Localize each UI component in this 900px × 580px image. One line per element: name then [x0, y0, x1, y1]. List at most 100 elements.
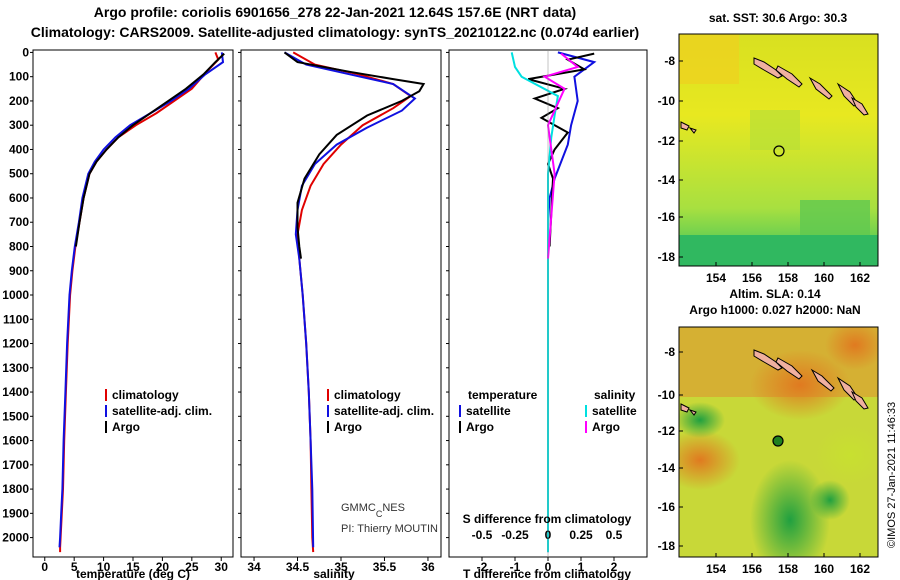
- legend-label-satellite: satellite-adj. clim.: [334, 404, 434, 418]
- difference-series-s-argo: [542, 52, 580, 259]
- map-lat-label: -14: [658, 173, 676, 187]
- island-outline: [680, 403, 697, 416]
- salinity-xtick-label: 34.5: [286, 560, 310, 574]
- map-lon-label: 156: [742, 271, 762, 285]
- map2-title1: Altim. SLA: 0.14: [729, 287, 821, 301]
- map-lon-label: 156: [742, 562, 762, 576]
- map-axes: -8 -10 -12 -14 -16 -18 154 156 158 160 162 -8 -10 -12…: [658, 54, 871, 576]
- legend-label-s-argo: Argo: [592, 420, 620, 434]
- legend-swatch-climatology: [327, 389, 329, 401]
- salinity-xtick-label: 34: [247, 560, 261, 574]
- map-lat-label: -12: [658, 424, 676, 438]
- legend-swatch-satellite: [105, 405, 107, 417]
- depth-tick-label: 300: [9, 118, 29, 132]
- sla-neutral-patch: [815, 425, 878, 485]
- map-lat-label: -8: [664, 345, 675, 359]
- figure-title-line1: Argo profile: coriolis 6901656_278 22-Ja…: [93, 4, 577, 20]
- depth-tick-label: 100: [9, 70, 29, 84]
- legend-label-argo: Argo: [334, 420, 362, 434]
- depth-tick-label: 800: [9, 239, 29, 253]
- difference-xtick2-label: 0.5: [606, 528, 623, 542]
- legend-heading-salinity: salinity: [594, 388, 636, 402]
- depth-tick-label: 700: [9, 215, 29, 229]
- temperature-legend: climatology satellite-adj. clim. Argo: [105, 388, 212, 434]
- island-outline: [850, 390, 869, 410]
- island-outline: [680, 121, 697, 134]
- sla-map: [678, 326, 879, 558]
- salinity-panel: 34 34.5 35 35.5 36 salinity: [240, 49, 442, 580]
- legend-heading-temperature: temperature: [468, 388, 538, 402]
- difference-xtick-label: 1: [578, 560, 585, 574]
- difference-series-t-satellite: [547, 51, 597, 553]
- legend-label-climatology: climatology: [112, 388, 179, 402]
- legend-label-climatology: climatology: [334, 388, 401, 402]
- difference-xlabel2: S difference from climatology: [463, 512, 632, 526]
- depth-tick-label: 1900: [2, 506, 29, 520]
- difference-xtick-label: 0: [545, 560, 552, 574]
- difference-xtick2-label: 0.25: [569, 528, 593, 542]
- legend-swatch-t-satellite: [459, 405, 461, 417]
- difference-series-t-argo: [527, 52, 595, 247]
- legend-swatch-climatology: [105, 389, 107, 401]
- difference-legend: temperature salinity satellite Argo sate…: [459, 388, 637, 434]
- depth-tick-label: 0: [22, 45, 29, 59]
- sst-south-band: [679, 235, 878, 266]
- map-lon-label: 154: [706, 271, 726, 285]
- map-lat-label: -18: [658, 250, 676, 264]
- depth-tick-label: 1000: [2, 288, 29, 302]
- depth-tick-label: 1700: [2, 458, 29, 472]
- legend-swatch-s-satellite: [585, 405, 587, 417]
- depth-tick-label: 600: [9, 191, 29, 205]
- sla-high-anomaly: [679, 430, 740, 490]
- legend-label-argo: Argo: [112, 420, 140, 434]
- temperature-xtick-label: 5: [71, 560, 78, 574]
- map2-title2: Argo h1000: 0.027 h2000: NaN: [689, 303, 860, 317]
- map-lon-label: 160: [814, 562, 834, 576]
- temperature-panel: 0 5 10 15 20 25 30 temperature (deg C): [32, 49, 234, 580]
- temperature-series-satellite-adj-clim-: [58, 52, 225, 548]
- sla-low-anomaly: [810, 480, 850, 520]
- salinity-xtick-label: 35: [334, 560, 348, 574]
- gmmc-credit: GMMCCNES PI: Thierry MOUTIN: [341, 502, 438, 535]
- sst-cool-patch: [800, 200, 870, 240]
- sla-high-anomaly: [825, 327, 878, 370]
- salinity-frame: [240, 49, 442, 558]
- map-lat-label: -12: [658, 134, 676, 148]
- temperature-xtick-label: 30: [215, 560, 229, 574]
- island-outline: [775, 65, 803, 88]
- difference-xtick2-label: -0.25: [501, 528, 529, 542]
- legend-swatch-t-argo: [459, 421, 461, 433]
- map-lon-label: 154: [706, 562, 726, 576]
- depth-tick-label: 1300: [2, 361, 29, 375]
- temperature-xlabel: temperature (deg C): [76, 567, 190, 580]
- island-outline: [753, 57, 783, 79]
- map2-frame: [678, 326, 879, 558]
- map-lat-label: -16: [658, 500, 676, 514]
- depth-tick-label: 900: [9, 264, 29, 278]
- sst-warm-patch: [679, 34, 739, 84]
- map1-frame: [678, 33, 879, 267]
- map-lon-label: 158: [778, 271, 798, 285]
- difference-panel: -2 -1 0 1 2 -0.5 -0.25 0 0.25 0.5 S difference f…: [448, 49, 648, 580]
- map-lat-label: -18: [658, 539, 676, 553]
- temperature-xtick-label: 20: [156, 560, 170, 574]
- salinity-series-climatology: [292, 51, 413, 553]
- depth-tick-label: 1800: [2, 482, 29, 496]
- island-outline: [850, 96, 869, 116]
- depth-tick-label: 1500: [2, 409, 29, 423]
- map-lat-label: -10: [658, 388, 676, 402]
- difference-xlabel: T difference from climatology: [463, 567, 631, 580]
- island-outline: [810, 368, 835, 392]
- map-lat-label: -14: [658, 461, 676, 475]
- island-outline: [753, 349, 783, 371]
- map-lat-label: -16: [658, 210, 676, 224]
- map-lon-label: 158: [778, 562, 798, 576]
- map-lon-label: 160: [814, 271, 834, 285]
- difference-xtick-label: -1: [510, 560, 521, 574]
- map-lat-label: -10: [658, 94, 676, 108]
- map-lat-label: -8: [664, 54, 675, 68]
- sst-map: [678, 33, 879, 267]
- island-outline: [808, 76, 833, 100]
- depth-axis: 0 100 200 300 400 500 600 700 800 900 1000 1100 1200…: [2, 45, 449, 545]
